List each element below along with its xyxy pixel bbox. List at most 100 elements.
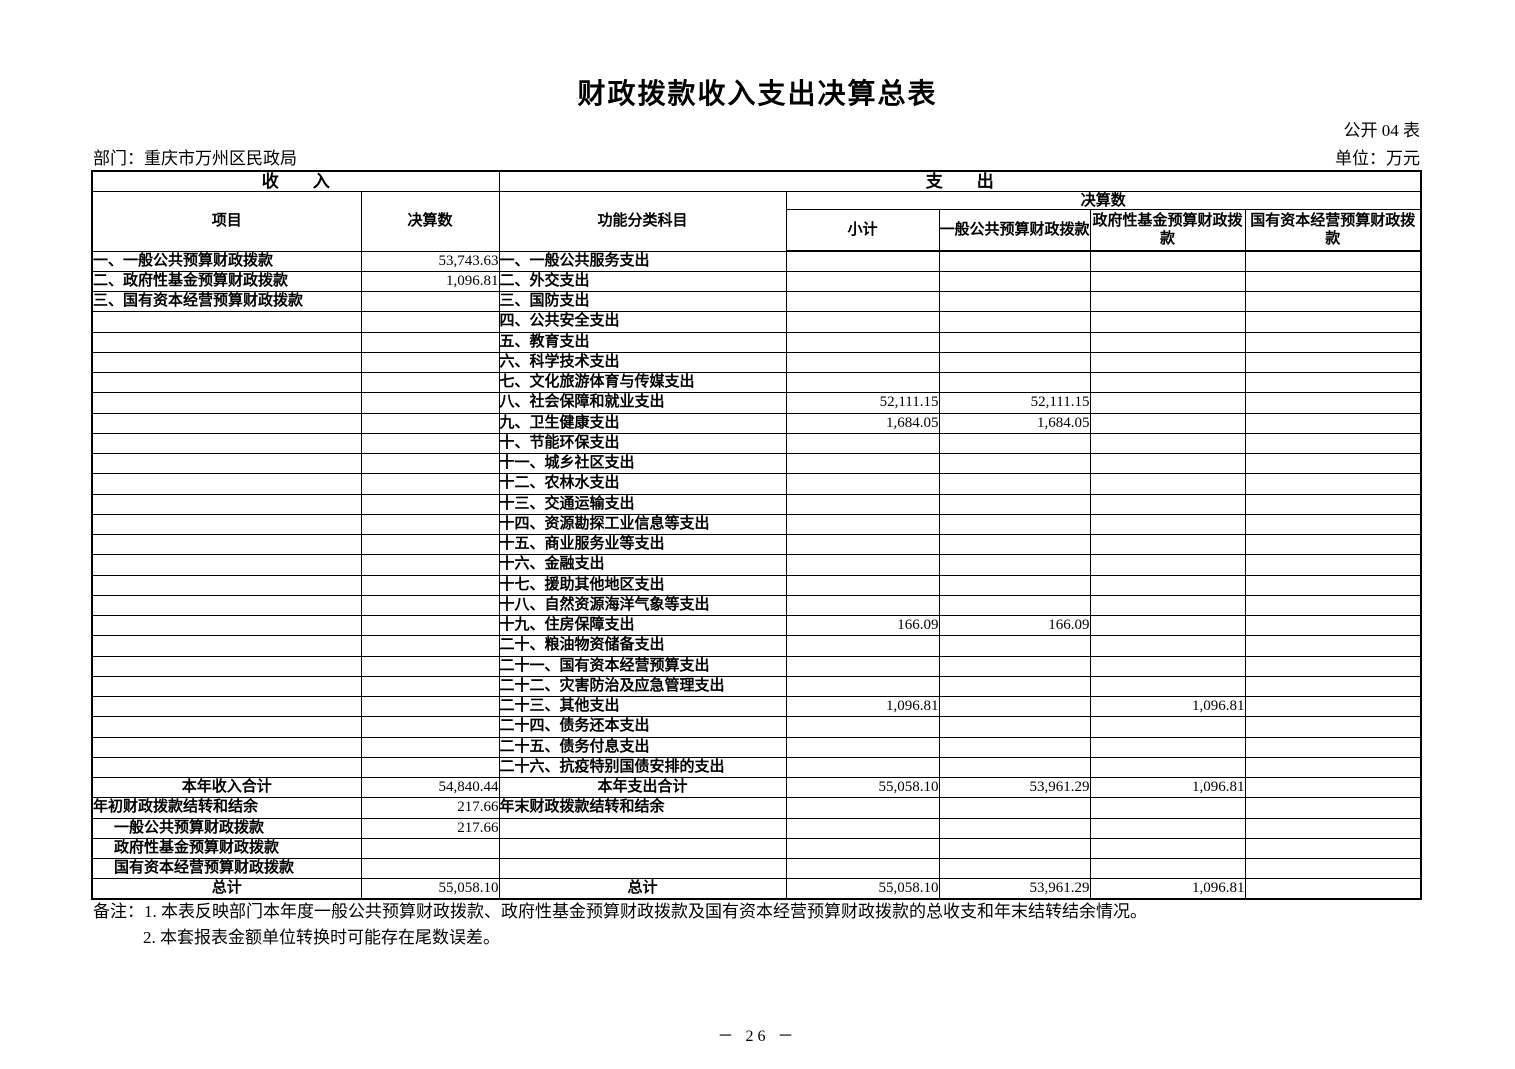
expense-subject-cell: 二十六、抗疫特别国债安排的支出 [498,756,787,779]
expense-subject-cell: 四、公共安全支出 [498,311,787,333]
expense-govt-fund-cell [1089,594,1246,617]
expense-govt-fund-cell: 1,096.81 [1089,878,1246,900]
expense-subtotal-cell [785,331,940,353]
expense-govt-fund-cell [1089,351,1246,374]
expense-subtotal-cell [785,351,940,374]
expense-subject-cell: 二十三、其他支出 [498,695,787,718]
expense-general-public-cell [938,857,1091,880]
table-row: 十五、商业服务业等支出 [91,533,1422,556]
table-row: 总计 55,058.10 总计 55,058.10 53,961.29 1,096.81 [91,878,1422,900]
income-amount-column-header: 决算数 [360,191,500,252]
expense-general-public-cell [938,533,1091,556]
expense-subtotal-cell [785,432,940,455]
note-line-2: 2. 本套报表金额单位转换时可能存在尾数误差。 [143,928,500,947]
expense-general-public-cell [938,716,1091,738]
income-amount-cell: 217.66 [360,797,500,819]
notes-section: 备注：1. 本表反映部门本年度一般公共预算财政拨款、政府性基金预算财政拨款及国有… [93,899,1455,951]
expense-govt-fund-cell [1089,290,1246,313]
expense-govt-fund-cell [1089,614,1246,637]
expense-subject-cell: 十、节能环保支出 [498,432,787,455]
expense-general-public-cell [938,635,1091,657]
expense-subtotal-cell [785,857,940,880]
expense-general-public-cell [938,695,1091,718]
table-row: 二十四、债务还本支出 [91,716,1422,738]
expense-subtotal-cell [785,655,940,677]
income-amount-cell [360,736,500,758]
expense-subject-cell: 十七、援助其他地区支出 [498,574,787,596]
expense-general-public-cell [938,432,1091,455]
expense-subtotal-cell [785,675,940,698]
expense-section-header: 支 出 [498,170,1422,192]
expense-state-capital-cell [1244,716,1422,738]
expense-subtotal-cell [785,554,940,576]
expense-subtotal-cell [785,290,940,313]
expense-subject-cell: 十三、交通运输支出 [498,493,787,515]
income-item-cell: 国有资本经营预算财政拨款 [91,857,362,880]
expense-subject-cell: 十九、住房保障支出 [498,614,787,637]
income-item-column-header: 项目 [91,191,362,252]
section-header-row: 收 入 支 出 [91,170,1422,192]
table-row: 本年收入合计 54,840.44 本年支出合计 55,058.10 53,961.29 1… [91,776,1422,799]
expense-subject-cell: 三、国防支出 [498,290,787,313]
expense-amount-group-header: 决算数 [785,191,1422,210]
table-row: 九、卫生健康支出 1,684.05 1,684.05 [91,412,1422,434]
expense-govt-fund-cell [1089,270,1246,293]
income-item-cell [91,533,362,556]
expense-govt-fund-cell [1089,574,1246,596]
table-row: 八、社会保障和就业支出 52,111.15 52,111.15 [91,392,1422,414]
expense-govt-fund-cell [1089,452,1246,475]
table-row: 十一、城乡社区支出 [91,452,1422,475]
expense-state-capital-cell [1244,635,1422,657]
expense-state-capital-cell [1244,756,1422,779]
expense-subject-cell: 五、教育支出 [498,331,787,353]
income-amount-cell [360,614,500,637]
expense-state-capital-cell [1244,776,1422,799]
income-amount-cell [360,311,500,333]
govt-fund-column-header: 政府性基金预算财政拨款 [1089,209,1246,252]
expense-subject-cell: 一、一般公共服务支出 [498,250,787,272]
expense-subject-cell [498,837,787,860]
expense-state-capital-cell [1244,290,1422,313]
expense-govt-fund-cell [1089,635,1246,657]
expense-subject-cell [498,857,787,880]
income-amount-cell [360,716,500,738]
income-amount-cell [360,574,500,596]
expense-state-capital-cell [1244,837,1422,860]
expense-general-public-cell [938,736,1091,758]
expense-state-capital-cell [1244,817,1422,839]
expense-subject-column-header: 功能分类科目 [498,191,787,252]
income-amount-cell [360,655,500,677]
department-label: 部门：重庆市万州区民政局 [93,149,297,168]
income-item-cell [91,351,362,374]
income-amount-cell: 53,743.63 [360,250,500,272]
expense-general-public-cell [938,270,1091,293]
income-item-cell [91,513,362,536]
income-item-cell [91,756,362,779]
income-amount-cell [360,675,500,698]
note-line-1: 备注：1. 本表反映部门本年度一般公共预算财政拨款、政府性基金预算财政拨款及国有… [93,899,1455,925]
expense-general-public-cell: 52,111.15 [938,392,1091,414]
expense-govt-fund-cell [1089,837,1246,860]
income-amount-cell [360,756,500,779]
table-row: 二十、粮油物资储备支出 [91,635,1422,657]
expense-govt-fund-cell [1089,412,1246,434]
expense-subtotal-cell [785,817,940,839]
expense-general-public-cell: 1,684.05 [938,412,1091,434]
income-amount-cell [360,533,500,556]
income-item-cell: 本年收入合计 [91,776,362,799]
expense-general-public-cell [938,331,1091,353]
expense-state-capital-cell [1244,351,1422,374]
table-row: 六、科学技术支出 [91,351,1422,374]
expense-subtotal-cell [785,513,940,536]
income-amount-cell: 1,096.81 [360,270,500,293]
expense-general-public-cell [938,351,1091,374]
table-row: 国有资本经营预算财政拨款 [91,857,1422,880]
expense-state-capital-cell [1244,371,1422,394]
expense-subtotal-cell: 1,096.81 [785,695,940,718]
expense-state-capital-cell [1244,857,1422,880]
table-row: 七、文化旅游体育与传媒支出 [91,371,1422,394]
expense-state-capital-cell [1244,270,1422,293]
income-item-cell [91,473,362,495]
expense-subtotal-cell [785,797,940,819]
